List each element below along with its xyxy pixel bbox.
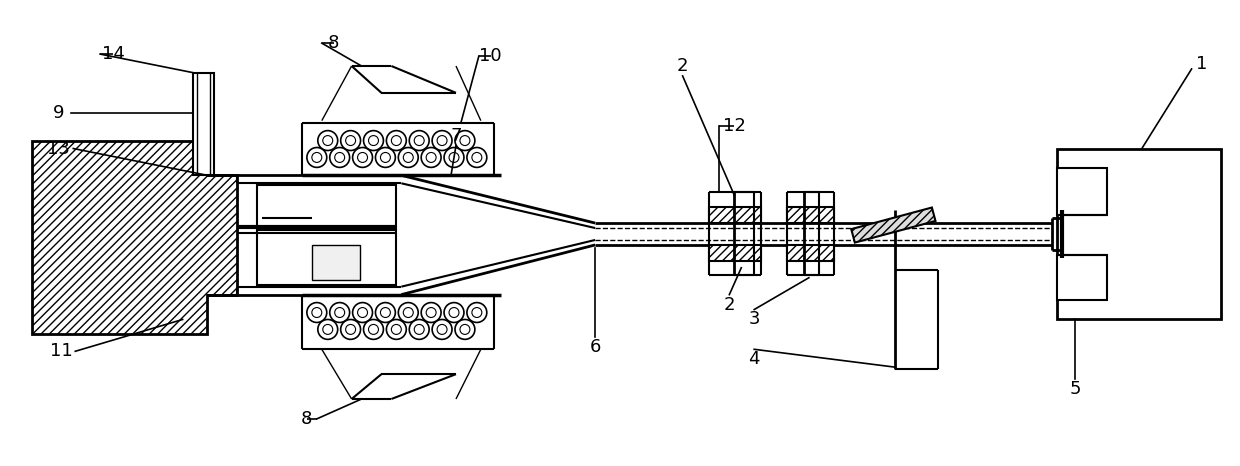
Polygon shape bbox=[709, 207, 761, 223]
Text: 6: 6 bbox=[589, 338, 601, 356]
Text: 12: 12 bbox=[723, 116, 745, 135]
Polygon shape bbox=[787, 207, 833, 223]
Text: 2: 2 bbox=[724, 295, 735, 314]
Text: 11: 11 bbox=[50, 343, 73, 360]
Text: 8: 8 bbox=[301, 410, 312, 428]
Polygon shape bbox=[31, 141, 237, 335]
Polygon shape bbox=[851, 207, 935, 243]
Text: 14: 14 bbox=[102, 45, 124, 63]
Polygon shape bbox=[787, 245, 833, 261]
Text: 7: 7 bbox=[450, 127, 461, 144]
Text: 5: 5 bbox=[1070, 380, 1081, 398]
Bar bbox=[1058, 255, 1107, 300]
Text: 1: 1 bbox=[1195, 55, 1208, 73]
Text: 4: 4 bbox=[749, 350, 760, 368]
Text: 2: 2 bbox=[677, 57, 688, 75]
Text: 8: 8 bbox=[329, 34, 340, 52]
Bar bbox=[1058, 168, 1107, 215]
Bar bbox=[311, 245, 360, 280]
Bar bbox=[1058, 149, 1221, 320]
Bar bbox=[257, 185, 397, 285]
Bar bbox=[192, 73, 215, 175]
Text: 9: 9 bbox=[52, 104, 64, 122]
Polygon shape bbox=[709, 245, 761, 261]
Text: 3: 3 bbox=[749, 310, 760, 329]
Text: 10: 10 bbox=[480, 47, 502, 65]
Text: 13: 13 bbox=[47, 139, 69, 158]
